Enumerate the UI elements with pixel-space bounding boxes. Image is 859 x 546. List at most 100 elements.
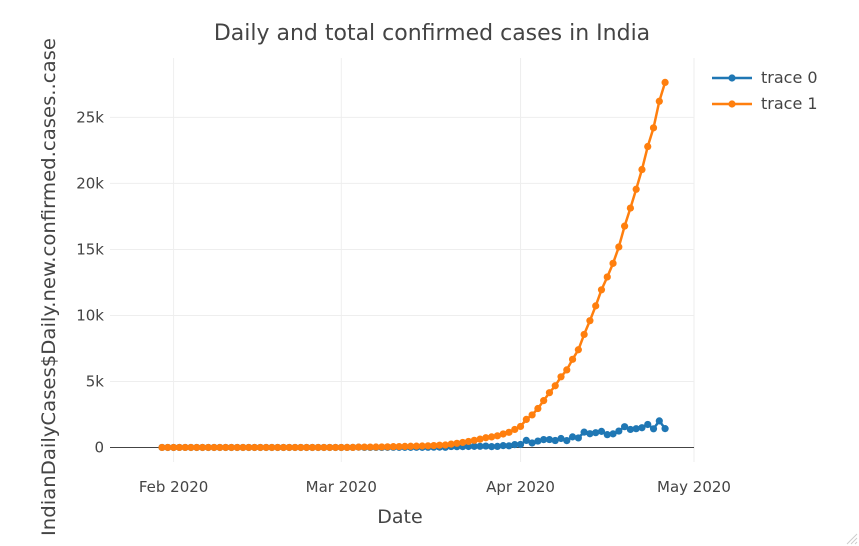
data-point	[511, 441, 519, 449]
data-point	[534, 404, 542, 413]
data-point	[331, 443, 340, 452]
data-point	[308, 443, 316, 452]
data-point	[256, 443, 264, 452]
data-point	[528, 411, 536, 419]
data-point	[563, 366, 571, 374]
data-point	[389, 443, 397, 451]
data-point	[279, 443, 288, 452]
data-point	[268, 443, 276, 452]
data-point	[609, 430, 617, 438]
data-point	[314, 443, 322, 452]
data-point	[441, 441, 449, 449]
data-point	[557, 434, 565, 443]
data-point	[464, 437, 473, 446]
data-point	[245, 443, 253, 452]
data-point	[378, 443, 386, 451]
x-axis-title: Date	[377, 506, 422, 528]
data-point	[621, 222, 629, 230]
data-point	[233, 443, 241, 452]
data-point	[216, 443, 224, 452]
data-point	[644, 142, 652, 151]
data-point	[482, 434, 490, 442]
data-point	[516, 440, 525, 449]
data-point	[204, 443, 212, 452]
data-point	[170, 443, 178, 452]
data-point	[372, 443, 380, 451]
data-point	[597, 427, 606, 435]
legend[interactable]: trace 0 trace 1	[712, 68, 818, 113]
data-point	[395, 442, 403, 451]
data-point	[291, 443, 299, 452]
data-point	[603, 273, 611, 281]
data-point	[343, 443, 351, 452]
data-point	[597, 286, 606, 294]
legend-item[interactable]: trace 1	[712, 94, 818, 113]
data-point	[222, 443, 230, 452]
data-point	[239, 443, 247, 452]
series-1	[158, 78, 669, 452]
data-point	[476, 442, 484, 450]
data-point	[522, 415, 530, 423]
data-point	[158, 443, 166, 452]
data-point	[626, 425, 635, 434]
y-tick-label: 15k	[76, 240, 104, 258]
data-point	[320, 443, 328, 452]
series-layer	[158, 78, 669, 452]
data-point	[551, 436, 559, 445]
data-point	[274, 443, 282, 452]
data-point	[505, 442, 513, 450]
data-point	[626, 204, 635, 212]
x-tick-label: Apr 2020	[486, 478, 555, 496]
data-point	[568, 355, 577, 363]
legend-marker	[728, 74, 736, 82]
data-point	[545, 389, 554, 397]
axis-layer: Feb 2020 Mar 2020 Apr 2020 May 2020 0 5k 10k 15…	[76, 108, 731, 496]
legend-item[interactable]: trace 0	[712, 68, 818, 87]
data-point	[464, 442, 473, 451]
data-point	[609, 259, 617, 267]
data-point	[181, 443, 189, 452]
data-point	[534, 437, 542, 445]
data-point	[557, 373, 565, 381]
data-point	[470, 436, 478, 444]
data-point	[615, 243, 623, 251]
data-point	[453, 439, 461, 447]
y-tick-label: 25k	[76, 108, 104, 126]
data-point	[459, 438, 467, 447]
data-point	[337, 443, 345, 452]
data-point	[476, 435, 484, 443]
data-point	[574, 346, 582, 354]
data-point	[418, 442, 426, 450]
data-point	[164, 443, 172, 452]
chart-title: Daily and total confirmed cases in India	[214, 21, 650, 46]
data-point	[302, 443, 311, 452]
data-point	[407, 442, 415, 450]
data-point	[360, 443, 369, 451]
data-point	[470, 442, 478, 450]
data-point	[482, 442, 490, 450]
data-point	[488, 433, 496, 441]
data-point	[412, 442, 421, 450]
data-point	[603, 431, 611, 439]
y-tick-label: 10k	[76, 306, 104, 324]
data-point	[424, 442, 432, 450]
resize-handle-icon[interactable]	[846, 533, 858, 545]
data-point	[511, 425, 519, 434]
data-point	[661, 425, 669, 433]
data-point	[563, 437, 571, 445]
data-point	[430, 441, 438, 450]
data-point	[580, 428, 588, 436]
data-point	[638, 424, 646, 432]
data-point	[592, 302, 600, 310]
data-point	[285, 443, 293, 452]
data-point	[499, 442, 507, 450]
data-point	[655, 417, 663, 425]
data-point	[505, 428, 513, 436]
legend-marker	[728, 100, 736, 108]
data-point	[262, 443, 270, 452]
legend-label: trace 1	[761, 94, 818, 113]
data-point	[615, 427, 623, 435]
data-point	[580, 330, 588, 339]
data-point	[655, 97, 663, 105]
data-point	[522, 436, 530, 445]
